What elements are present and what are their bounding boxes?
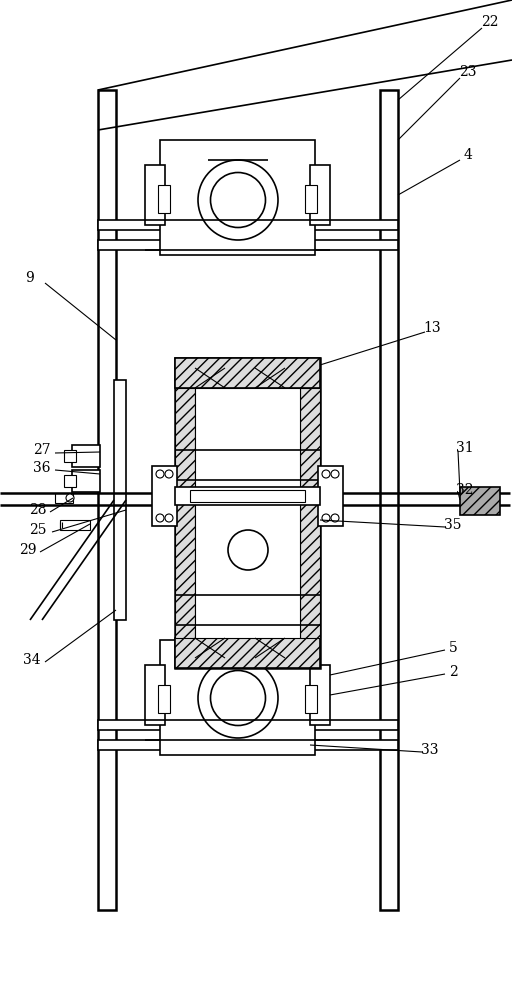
Bar — [98, 720, 398, 730]
Text: 23: 23 — [459, 65, 477, 79]
Circle shape — [66, 494, 74, 502]
Circle shape — [322, 470, 330, 478]
Bar — [98, 90, 116, 910]
Text: 36: 36 — [33, 461, 51, 475]
Bar — [160, 640, 315, 755]
Bar — [195, 388, 300, 638]
Bar — [310, 665, 330, 725]
Bar — [55, 493, 73, 503]
Bar — [158, 685, 170, 713]
Text: 29: 29 — [19, 543, 37, 557]
Bar — [175, 487, 320, 505]
Bar — [98, 220, 398, 230]
Bar — [72, 445, 100, 467]
Text: 28: 28 — [29, 503, 47, 517]
Text: 32: 32 — [456, 483, 474, 497]
Bar — [114, 380, 126, 620]
Circle shape — [228, 530, 268, 570]
Bar — [460, 487, 500, 515]
Circle shape — [331, 514, 339, 522]
Bar — [175, 358, 320, 668]
Bar — [145, 665, 165, 725]
Bar — [175, 638, 320, 668]
Text: 13: 13 — [423, 321, 441, 335]
Text: 22: 22 — [481, 15, 499, 29]
Circle shape — [165, 470, 173, 478]
Text: 35: 35 — [444, 518, 462, 532]
Bar — [305, 185, 317, 213]
Circle shape — [322, 514, 330, 522]
Text: 4: 4 — [463, 148, 473, 162]
Bar — [98, 740, 398, 750]
Bar — [310, 165, 330, 225]
Text: 5: 5 — [449, 641, 457, 655]
Bar — [175, 358, 320, 388]
Circle shape — [156, 470, 164, 478]
Text: 2: 2 — [449, 665, 457, 679]
Bar — [190, 490, 305, 502]
Bar — [305, 685, 317, 713]
Bar — [72, 470, 100, 492]
Bar — [318, 466, 343, 526]
Text: 31: 31 — [456, 441, 474, 455]
Text: 25: 25 — [29, 523, 47, 537]
Bar — [152, 466, 177, 526]
Bar — [60, 520, 90, 530]
Circle shape — [331, 470, 339, 478]
Bar — [175, 388, 195, 638]
Bar — [64, 475, 76, 487]
Text: 27: 27 — [33, 443, 51, 457]
Circle shape — [165, 514, 173, 522]
Bar — [160, 140, 315, 255]
Bar — [98, 240, 398, 250]
Bar — [145, 165, 165, 225]
Circle shape — [156, 514, 164, 522]
Bar — [158, 185, 170, 213]
Bar — [64, 450, 76, 462]
Text: 9: 9 — [26, 271, 34, 285]
Text: 33: 33 — [421, 743, 439, 757]
Bar — [300, 388, 320, 638]
Bar — [380, 90, 398, 910]
Text: 34: 34 — [23, 653, 41, 667]
